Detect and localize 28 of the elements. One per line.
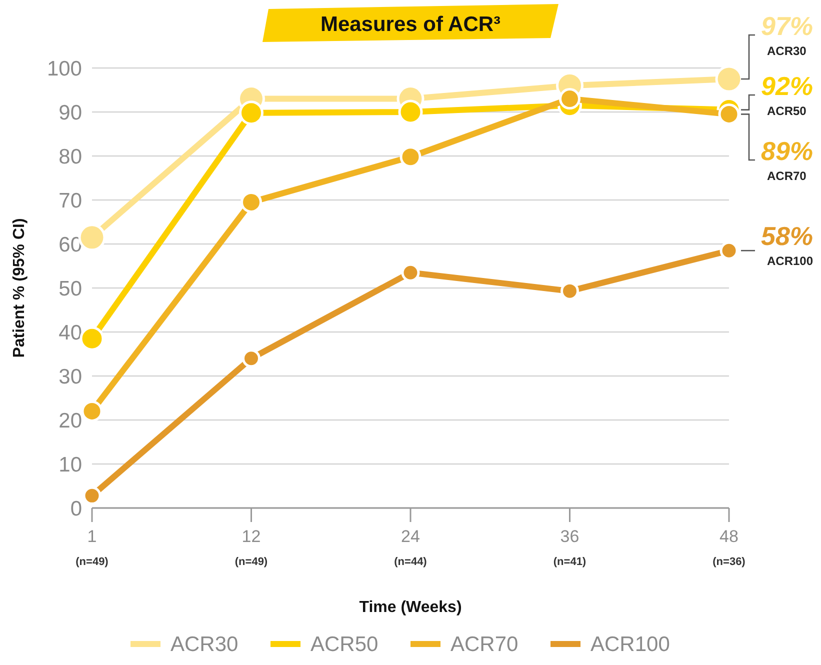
x-tick-label: 48 (n=36) — [712, 527, 746, 568]
y-tick-label: 80 — [58, 145, 82, 168]
y-tick-label: 30 — [58, 365, 82, 388]
y-tick-label: 10 — [58, 453, 82, 476]
chart-title: Measures of ACR³ — [320, 13, 501, 36]
legend-label: ACR50 — [310, 633, 378, 656]
legend-label: ACR30 — [170, 633, 238, 656]
y-tick-label: 0 — [70, 497, 82, 520]
x-tick-label: 12 (n=49) — [234, 527, 268, 568]
x-tick-label: 36 (n=41) — [553, 527, 586, 568]
y-axis-title: Patient % (95% CI) — [11, 218, 28, 358]
text: 97% ACR30 — [761, 11, 814, 58]
y-tick-label: 20 — [58, 409, 82, 432]
legend-label: ACR100 — [590, 633, 670, 656]
y-tick-label: 70 — [58, 189, 82, 212]
point — [239, 100, 264, 126]
y-tick-label: 90 — [58, 101, 82, 124]
legend-label: ACR70 — [450, 633, 518, 656]
y-tick-label: 40 — [58, 321, 82, 344]
text: 58% ACR100 — [761, 221, 814, 268]
x-tick-label: 1 (n=49) — [76, 527, 109, 568]
text: 89% ACR70 — [761, 136, 814, 183]
y-tick-label: 50 — [58, 277, 82, 300]
x-axis-title: Time (Weeks) — [359, 599, 462, 616]
text: 92% ACR50 — [761, 71, 814, 118]
point — [559, 88, 580, 110]
y-tick-label: 100 — [46, 57, 82, 80]
x-tick-label: 24 (n=44) — [394, 527, 428, 568]
